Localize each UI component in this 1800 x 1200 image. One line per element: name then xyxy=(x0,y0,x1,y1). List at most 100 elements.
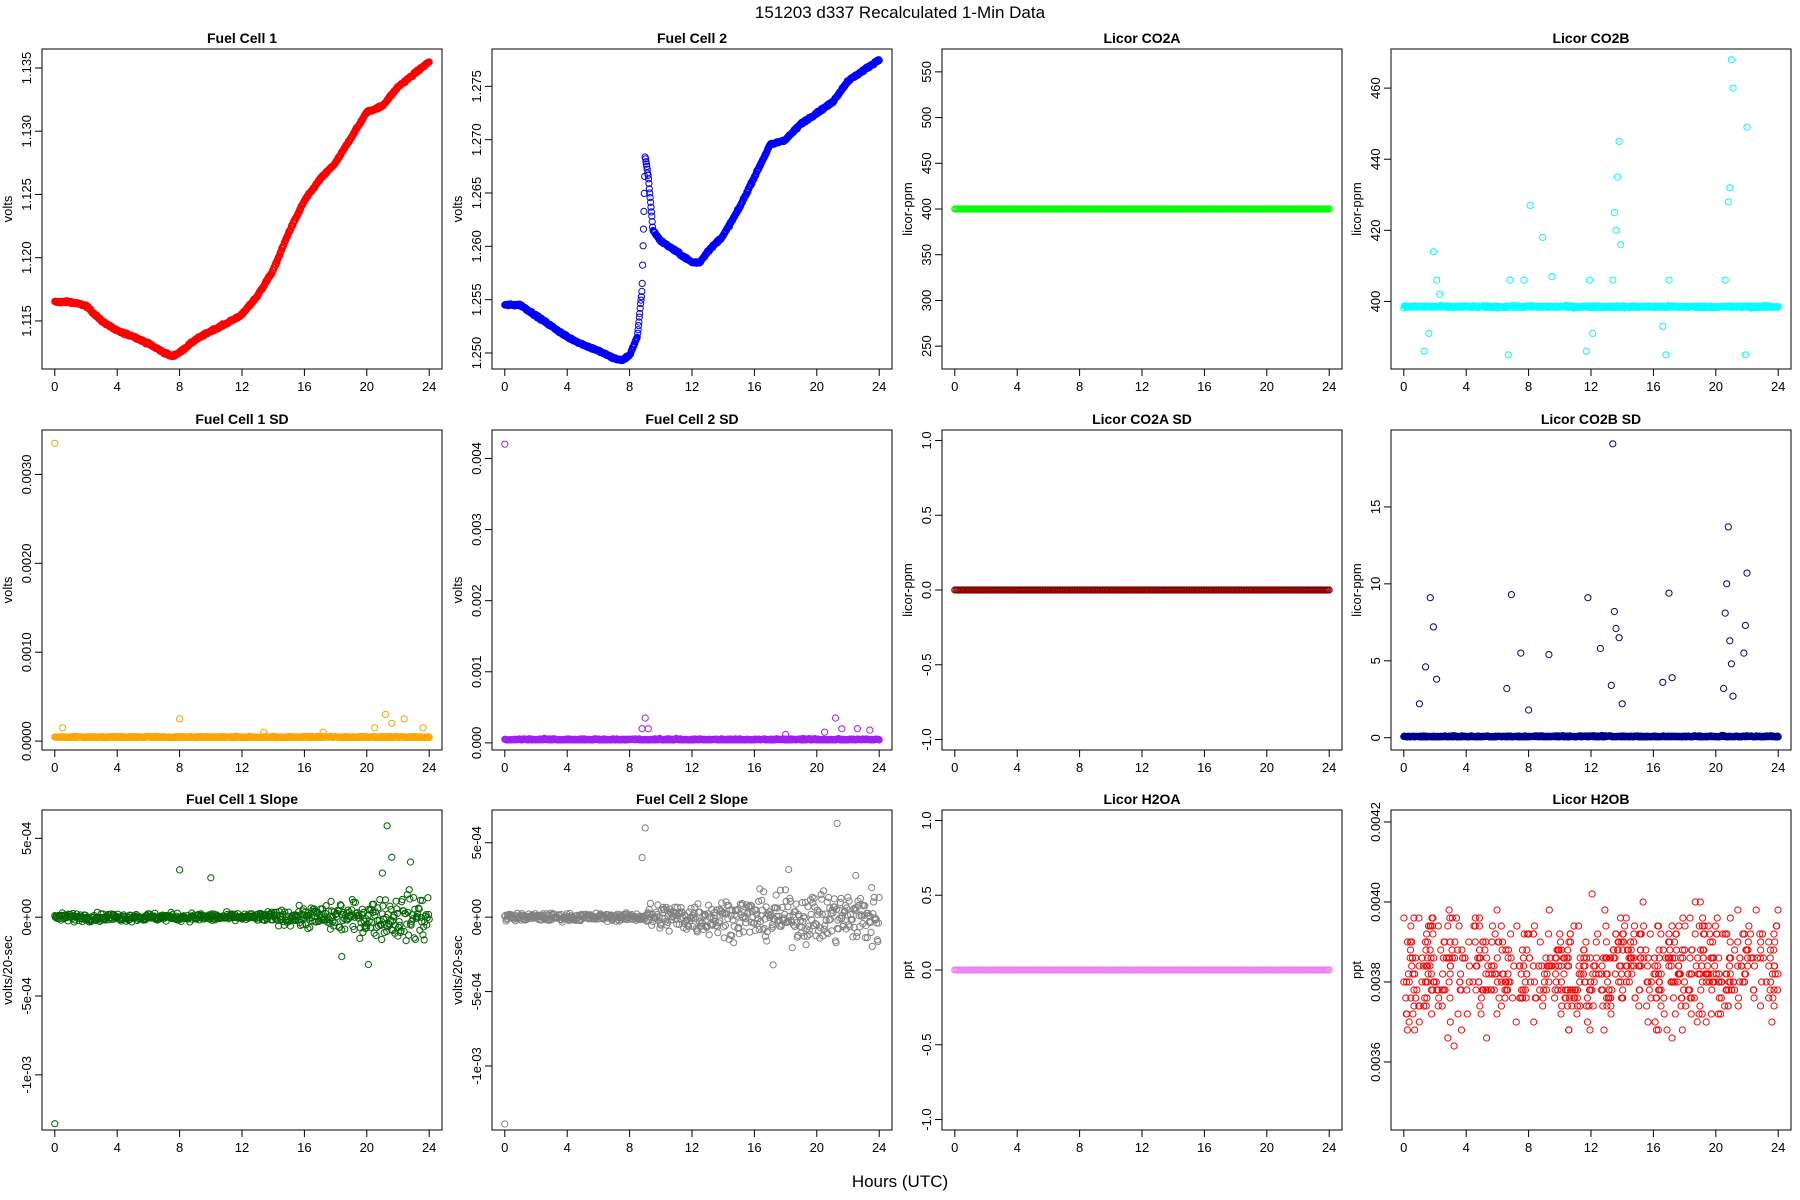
y-tick-label: 460 xyxy=(1368,77,1383,99)
x-tick-label: 16 xyxy=(1197,379,1211,394)
x-tick-label: 12 xyxy=(1135,379,1149,394)
y-tick-label: 1.125 xyxy=(19,178,34,211)
x-tick-label: 24 xyxy=(422,760,436,775)
x-axis-title: Hours (UTC) xyxy=(852,1172,948,1191)
plot-frame xyxy=(41,429,443,751)
data-point xyxy=(1526,201,1534,209)
x-tick-label: 8 xyxy=(626,760,633,775)
data-point xyxy=(634,329,642,337)
data-point xyxy=(638,279,646,287)
data-point xyxy=(1665,276,1673,284)
x-tick-label: 16 xyxy=(297,379,311,394)
data-point xyxy=(1724,198,1732,206)
y-tick-label: 0.000 xyxy=(469,727,484,760)
data-point xyxy=(51,439,59,447)
x-tick-label: 4 xyxy=(114,760,121,775)
y-tick-label: 0.0030 xyxy=(19,455,34,495)
series-points xyxy=(501,440,883,744)
series-points xyxy=(51,439,433,742)
x-tick-label: 4 xyxy=(564,379,571,394)
x-tick-label: 20 xyxy=(360,760,374,775)
figure-title: 151203 d337 Recalculated 1-Min Data xyxy=(755,3,1046,22)
data-point xyxy=(636,310,644,318)
data-point xyxy=(644,725,652,733)
x-tick-label: 24 xyxy=(1771,760,1785,775)
x-tick-label: 12 xyxy=(1584,379,1598,394)
data-point xyxy=(647,198,655,206)
series-points xyxy=(501,56,883,365)
y-tick-label: 0.0000 xyxy=(19,721,34,761)
panel-grid: Fuel Cell 10 4 8 12 16 20 241.1151.1201.1251.1… xyxy=(0,30,1792,1155)
x-tick-label: 0 xyxy=(501,379,508,394)
data-point xyxy=(635,318,643,326)
y-tick-label: 5 xyxy=(1368,657,1383,664)
y-tick-label: 15 xyxy=(1368,500,1383,514)
y-axis-label: licor-ppm xyxy=(1349,563,1364,616)
y-tick-label: 1.265 xyxy=(469,177,484,210)
data-point xyxy=(1743,123,1751,131)
y-tick-label: 400 xyxy=(1368,291,1383,313)
y-axis-label: volts xyxy=(0,576,15,603)
y-axis-label: volts xyxy=(450,195,465,222)
data-point xyxy=(388,719,396,727)
x-tick-label: 0 xyxy=(1400,760,1407,775)
data-point xyxy=(644,175,653,183)
y-tick-label: 250 xyxy=(919,335,934,357)
panel-title: Licor CO2A xyxy=(1103,30,1180,46)
x-tick-label: 24 xyxy=(1771,379,1785,394)
data-point xyxy=(59,724,67,732)
data-point xyxy=(642,155,650,163)
data-point xyxy=(648,218,656,226)
y-axis-label: licor-ppm xyxy=(900,563,915,616)
data-point xyxy=(1539,233,1547,241)
data-point xyxy=(634,322,643,330)
panel-fc1: Fuel Cell 10 4 8 12 16 20 241.1151.1201.1251.1… xyxy=(0,30,443,394)
data-point xyxy=(640,207,648,215)
x-tick-label: 4 xyxy=(1463,760,1470,775)
data-point xyxy=(501,440,509,448)
data-point xyxy=(419,724,427,732)
y-tick-label: 1.260 xyxy=(469,230,484,263)
x-tick-label: 0 xyxy=(51,379,58,394)
y-tick-label: 420 xyxy=(1368,219,1383,241)
data-point xyxy=(636,304,644,312)
data-point xyxy=(639,261,647,269)
x-tick-label: 16 xyxy=(1646,760,1660,775)
x-tick-label: 20 xyxy=(1709,760,1723,775)
data-point xyxy=(371,724,379,732)
x-tick-label: 20 xyxy=(810,760,824,775)
panel-title: Fuel Cell 2 xyxy=(657,30,727,46)
data-point xyxy=(639,242,647,250)
data-point xyxy=(647,203,655,211)
data-point xyxy=(1721,276,1729,284)
panel-title: Licor CO2B SD xyxy=(1541,411,1641,427)
x-tick-label: 16 xyxy=(747,379,761,394)
series-points xyxy=(1400,56,1782,359)
y-tick-label: -0.5 xyxy=(919,654,934,676)
y-tick-label: 440 xyxy=(1368,148,1383,170)
y-tick-label: 500 xyxy=(919,107,934,129)
x-tick-label: 12 xyxy=(235,760,249,775)
data-point xyxy=(1615,137,1623,145)
y-tick-label: 1.270 xyxy=(469,123,484,156)
series-points xyxy=(951,586,1333,594)
data-point xyxy=(381,710,390,719)
data-point xyxy=(648,212,656,220)
data-point xyxy=(1420,347,1428,355)
x-tick-label: 16 xyxy=(747,760,761,775)
data-point xyxy=(638,725,646,733)
x-tick-label: 12 xyxy=(685,379,699,394)
data-point xyxy=(639,225,648,233)
x-tick-label: 4 xyxy=(1014,379,1021,394)
data-point xyxy=(1589,329,1597,337)
data-point xyxy=(1429,248,1438,256)
y-tick-label: 0.003 xyxy=(469,513,484,546)
data-point xyxy=(1727,56,1736,64)
x-tick-label: 8 xyxy=(1525,379,1532,394)
x-tick-label: 20 xyxy=(810,379,824,394)
plot-frame xyxy=(491,429,893,751)
data-point xyxy=(1610,209,1619,217)
plot-frame xyxy=(1390,429,1792,751)
x-tick-label: 12 xyxy=(1584,760,1598,775)
